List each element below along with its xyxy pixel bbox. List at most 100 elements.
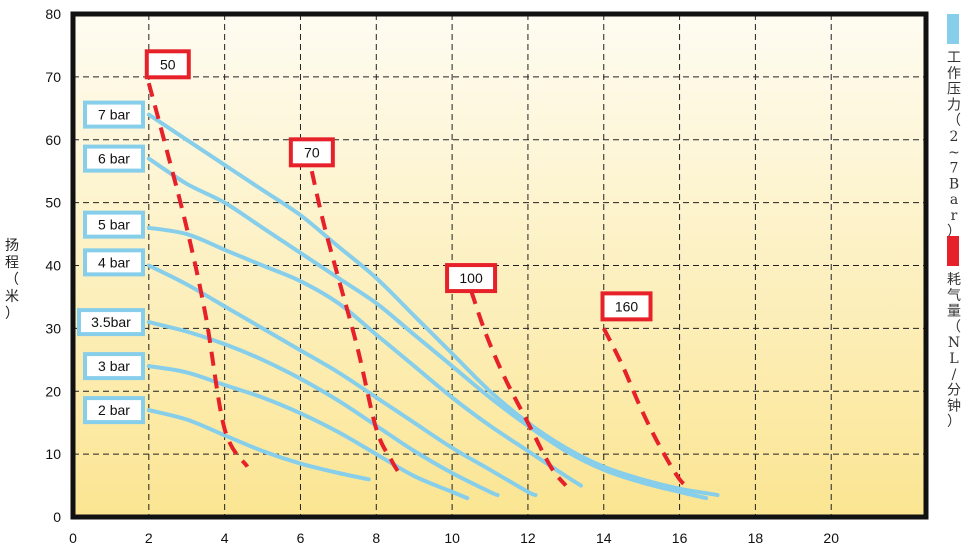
- air-consumption-line: [469, 289, 568, 487]
- y-axis-ticks: 0 10 20 30 40 50 60 70 80: [45, 6, 61, 525]
- legend-label-char: ）: [947, 414, 961, 430]
- y-tick-label: 30: [45, 320, 61, 336]
- x-tick-label: 0: [69, 530, 77, 546]
- air-label-box: 70: [288, 137, 335, 168]
- legend-label-char: L: [949, 351, 958, 367]
- y-axis-title-char: ）: [5, 306, 19, 322]
- legend-label-char: r: [951, 208, 958, 224]
- pressure-label-box: 4 bar: [83, 248, 145, 277]
- y-tick-label: 10: [45, 446, 61, 462]
- pressure-series-group: [146, 112, 720, 501]
- y-tick-label: 80: [45, 6, 61, 22]
- legend-label-char: 气: [947, 288, 961, 304]
- legend-label-char: 压: [947, 82, 961, 98]
- y-tick-label: 20: [45, 383, 61, 399]
- legend-swatch: [947, 236, 959, 266]
- x-tick-label: 2: [145, 530, 153, 546]
- pressure-label-frame: [83, 210, 145, 239]
- legend-label-char: 分: [947, 383, 961, 399]
- pressure-line: [146, 156, 709, 501]
- pressure-label: 6 bar: [98, 151, 130, 167]
- air-label-frame: [288, 137, 335, 168]
- x-tick-label: 20: [823, 530, 839, 546]
- pressure-label: 5 bar: [98, 217, 130, 233]
- x-tick-label: 16: [672, 530, 688, 546]
- pressure-label-frame: [77, 308, 145, 337]
- y-axis-title-char: 米: [5, 289, 19, 305]
- pressure-label: 3 bar: [98, 358, 130, 374]
- air-consumption-line: [309, 170, 401, 475]
- y-axis-title-char: 扬: [5, 238, 19, 254]
- air-label-box: 160: [600, 291, 653, 322]
- y-tick-label: 50: [45, 195, 61, 211]
- plot-frame: [70, 11, 929, 520]
- pressure-line: [146, 320, 500, 497]
- x-tick-label: 10: [444, 530, 460, 546]
- x-axis-ticks: 0 2 4 6 8 10 12 14 16 18 20: [69, 530, 839, 546]
- air-label-frame: [600, 291, 653, 322]
- legend-label-char: N: [948, 335, 960, 351]
- air-label-box: 50: [144, 49, 191, 80]
- x-tick-label: 4: [221, 530, 229, 546]
- air-label: 160: [615, 298, 639, 314]
- legend-label-char: 量: [947, 304, 961, 320]
- air-consumption-line: [602, 327, 693, 491]
- pressure-line: [146, 364, 470, 501]
- air-label-box: 100: [445, 263, 498, 294]
- pressure-label-box: 3.5bar: [77, 308, 145, 337]
- air-label: 100: [459, 270, 483, 286]
- legend-label-char: （: [947, 319, 961, 335]
- legend-label-char: 2: [950, 129, 959, 145]
- pressure-label-box: 6 bar: [83, 144, 145, 173]
- pressure-label-frame: [83, 396, 145, 425]
- legend-label-char: 工: [947, 50, 961, 66]
- y-tick-label: 40: [45, 258, 61, 274]
- y-axis-title-char: 程: [5, 255, 19, 271]
- legend-label-char: 作: [947, 66, 961, 82]
- pressure-label-box: 5 bar: [83, 210, 145, 239]
- pressure-label-frame: [83, 352, 145, 381]
- y-tick-label: 60: [45, 132, 61, 148]
- pressure-label: 3.5bar: [91, 314, 131, 330]
- pressure-label-frame: [83, 100, 145, 129]
- pressure-line: [146, 408, 371, 482]
- grid: [73, 14, 926, 517]
- pressure-label: 2 bar: [98, 402, 130, 418]
- legend-label-char: a: [950, 192, 958, 208]
- pressure-label-frame: [83, 144, 145, 173]
- x-tick-label: 6: [297, 530, 305, 546]
- legend-label-char: 7: [950, 161, 959, 177]
- pressure-label: 7 bar: [98, 107, 130, 123]
- pressure-label-group: 7 bar 6 bar 5 bar 4 bar 3.5bar 3 bar 2 bar: [77, 100, 145, 425]
- air-label: 70: [304, 144, 320, 160]
- y-axis-title-char: （: [5, 272, 19, 288]
- legend-label-char: ~: [948, 145, 960, 161]
- pressure-line: [146, 225, 583, 488]
- pressure-label: 4 bar: [98, 254, 130, 270]
- legend-label-char: 钟: [947, 397, 961, 414]
- x-tick-label: 12: [520, 530, 536, 546]
- legend-label-char: 力: [947, 97, 961, 113]
- pressure-line: [146, 112, 720, 497]
- legend-entry: 耗气量（NL/分钟）: [947, 236, 961, 430]
- pressure-label-frame: [83, 248, 145, 277]
- air-label-frame: [445, 263, 498, 294]
- y-axis-title: 扬程（米）: [5, 238, 19, 322]
- air-consumption-line: [146, 82, 250, 468]
- air-label-frame: [144, 49, 191, 80]
- legend-swatch: [947, 14, 959, 44]
- x-tick-label: 18: [748, 530, 764, 546]
- legend-label-char: /: [952, 367, 957, 383]
- y-tick-label: 70: [45, 69, 61, 85]
- y-tick-label: 0: [53, 509, 61, 525]
- legend-label-char: ）: [947, 224, 961, 240]
- pressure-line: [146, 263, 538, 497]
- air-label-group: 50 70 100 160: [144, 49, 653, 322]
- legend-label-char: （: [947, 113, 961, 129]
- x-tick-label: 14: [596, 530, 612, 546]
- air-label: 50: [160, 56, 176, 72]
- x-tick-label: 8: [372, 530, 380, 546]
